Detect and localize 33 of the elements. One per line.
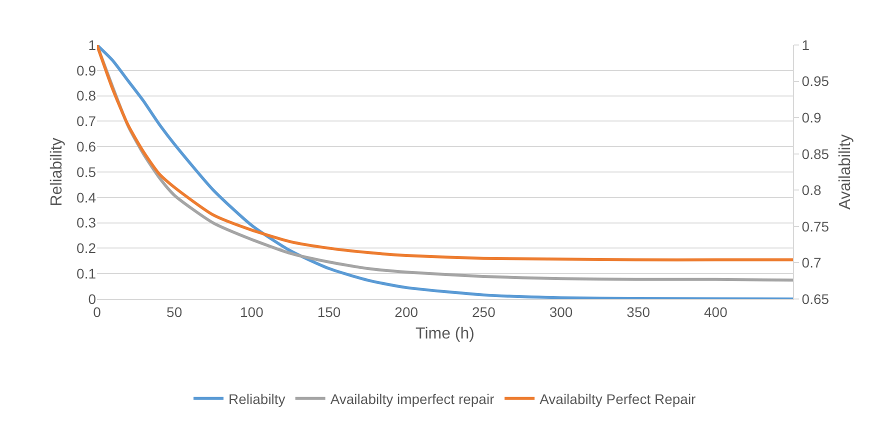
y2-tick-label: 0.65 [802, 290, 830, 307]
y2-tick-label: 1 [802, 36, 810, 53]
x-tick-label: 50 [166, 304, 182, 320]
y2-tick-label: 0.75 [802, 218, 830, 234]
y-tick-label: 1 [88, 36, 96, 53]
x-tick-label: 150 [317, 304, 341, 320]
legend-label: Reliabilty [228, 390, 286, 407]
x-tick-label: 350 [626, 304, 650, 320]
y-tick-label: 0 [88, 290, 96, 307]
y2-tick-label: 0.7 [802, 254, 822, 271]
y-tick-label: 0.3 [76, 214, 96, 231]
y-tick-label: 0.7 [76, 113, 96, 130]
y-tick-label: 0.9 [76, 62, 96, 78]
y-tick-label: 0.5 [76, 164, 96, 180]
x-tick-label: 400 [704, 304, 728, 320]
y2-tick-label: 0.95 [802, 73, 830, 90]
x-tick-label: 250 [472, 304, 496, 320]
y-tick-label: 0.6 [76, 138, 96, 154]
y2-axis-title: Availability [836, 134, 854, 210]
y-tick-label: 0.4 [76, 189, 96, 206]
x-tick-label: 100 [240, 304, 264, 320]
x-axis-title: Time (h) [416, 326, 474, 342]
y-tick-label: 0.8 [76, 88, 96, 104]
legend-label: Availabilty Perfect Repair [540, 390, 696, 407]
y-tick-label: 0.2 [76, 240, 96, 256]
y2-tick-label: 0.85 [802, 146, 830, 162]
y2-tick-label: 0.9 [802, 109, 822, 126]
legend-label: Availabilty imperfect repair [330, 390, 495, 407]
x-tick-label: 300 [549, 304, 573, 320]
y-tick-label: 0.1 [76, 266, 96, 282]
y2-tick-label: 0.8 [802, 182, 822, 198]
y-axis-title: Reliability [48, 138, 66, 206]
x-tick-label: 200 [394, 304, 418, 320]
